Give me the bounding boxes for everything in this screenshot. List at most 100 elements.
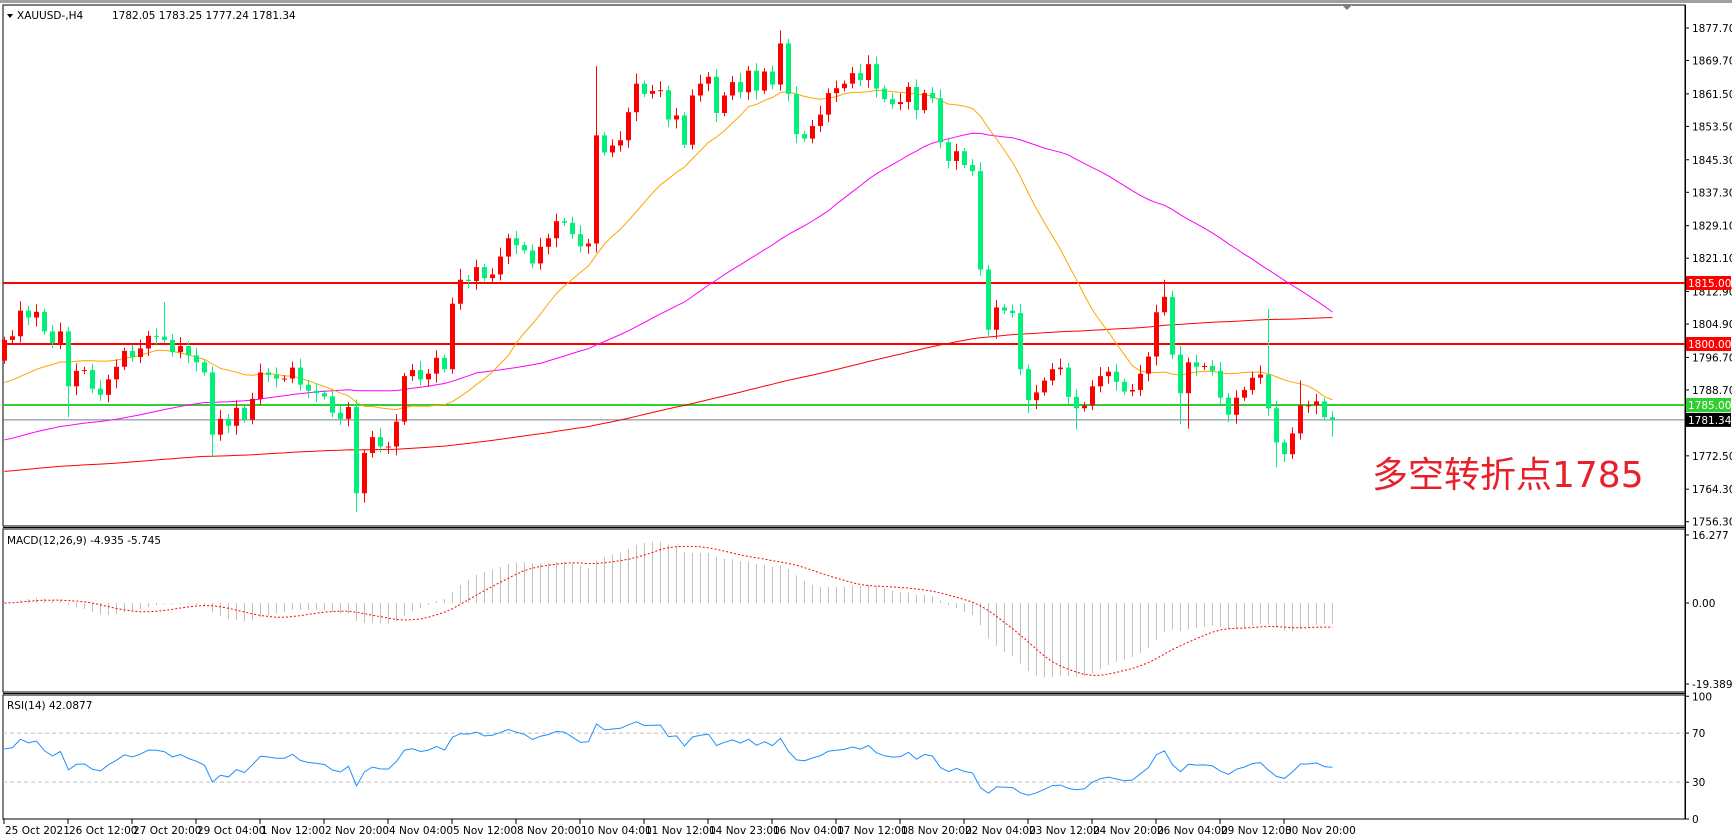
time-axis-label: 14 Nov 23:00 (709, 825, 780, 837)
symbol-menu-triangle-icon[interactable] (7, 14, 13, 18)
candle (18, 301, 23, 343)
candle (1146, 351, 1151, 382)
candle-body (674, 115, 679, 120)
time-axis-label: 17 Nov 12:00 (837, 825, 908, 837)
candle (26, 305, 31, 326)
candle-body (634, 83, 639, 113)
candle-body (1266, 374, 1271, 409)
candle-body (994, 307, 999, 330)
candle (34, 304, 39, 327)
candle (10, 330, 15, 345)
candle-body (1018, 313, 1023, 370)
candle-body (722, 95, 727, 113)
candle (778, 30, 783, 91)
candle (1074, 389, 1079, 430)
candle-body (578, 234, 583, 247)
price-tag-label: 1785.00 (1688, 400, 1731, 412)
chart-shift-marker-icon[interactable] (1342, 5, 1352, 10)
candle-body (458, 279, 463, 304)
candle (314, 383, 319, 403)
candle-body (98, 388, 103, 395)
candle-body (1226, 397, 1231, 415)
rsi-pane[interactable] (2, 694, 1686, 820)
price-axis-label: 1861.50 (1692, 89, 1732, 101)
candle (826, 88, 831, 123)
candle (282, 375, 287, 382)
candle-body (1314, 401, 1319, 406)
candle-body (346, 407, 351, 419)
candle-body (570, 222, 575, 235)
candle-body (858, 73, 863, 81)
candle-body (1106, 371, 1111, 377)
time-axis-label: 25 Oct 2021 (5, 825, 70, 837)
candle (906, 82, 911, 110)
pivot-annotation: 多空转折点1785 (1372, 455, 1644, 496)
candle (202, 359, 207, 376)
time-axis-label: 11 Nov 12:00 (645, 825, 716, 837)
candle-body (826, 93, 831, 115)
price-tag-label: 1781.34 (1688, 415, 1732, 427)
candle-body (242, 407, 247, 420)
candle-body (850, 73, 855, 84)
candle-body (682, 115, 687, 145)
candle-body (114, 366, 119, 380)
candle (418, 361, 423, 386)
candle (642, 80, 647, 98)
candle-body (890, 99, 895, 105)
price-tag-bid (1686, 412, 1731, 427)
candle (1194, 354, 1199, 376)
candle (578, 225, 583, 253)
candle-body (714, 76, 719, 113)
main-price-pane[interactable] (2, 4, 1686, 527)
candle-body (906, 86, 911, 103)
candle-body (754, 70, 759, 91)
candle (1322, 398, 1327, 421)
candle (890, 93, 895, 109)
candle-body (522, 245, 527, 251)
candle (234, 400, 239, 435)
candle-body (1146, 356, 1151, 374)
candle (714, 69, 719, 122)
candle-body (690, 95, 695, 145)
candle (1202, 362, 1207, 371)
candle (594, 66, 599, 253)
time-axis-label: 26 Nov 04:00 (1157, 825, 1228, 837)
candle-body (322, 393, 327, 397)
candle (1282, 439, 1287, 462)
candle (842, 80, 847, 92)
candle (58, 322, 63, 350)
candle (210, 366, 215, 458)
candle (986, 264, 991, 338)
candle (1010, 304, 1015, 318)
candle (74, 363, 79, 396)
macd-pane[interactable] (2, 528, 1686, 693)
candle-body (1202, 365, 1207, 367)
candle-body (90, 370, 95, 389)
candle (506, 233, 511, 265)
candle-body (490, 274, 495, 279)
price-axis-label: 1764.30 (1692, 484, 1732, 496)
candle-body (1010, 310, 1015, 314)
candle (1018, 304, 1023, 376)
candle-body (426, 373, 431, 380)
candle-body (106, 379, 111, 395)
candle (1066, 362, 1071, 405)
time-axis-label: 27 Oct 20:00 (133, 825, 201, 837)
ma-slow-line (4, 317, 1333, 472)
time-axis-label: 4 Nov 04:00 (389, 825, 453, 837)
candle-body (170, 339, 175, 353)
candle-body (354, 407, 359, 494)
candle (258, 363, 263, 405)
candle (122, 347, 127, 371)
candle (610, 139, 615, 158)
candle (1026, 364, 1031, 414)
candle (154, 328, 159, 346)
candle (1170, 290, 1175, 360)
candle (66, 326, 71, 418)
candle (618, 131, 623, 152)
candle-body (834, 88, 839, 94)
candle-body (450, 303, 455, 370)
candle-body (1242, 389, 1247, 398)
rsi-axis-label: 0 (1692, 814, 1699, 826)
